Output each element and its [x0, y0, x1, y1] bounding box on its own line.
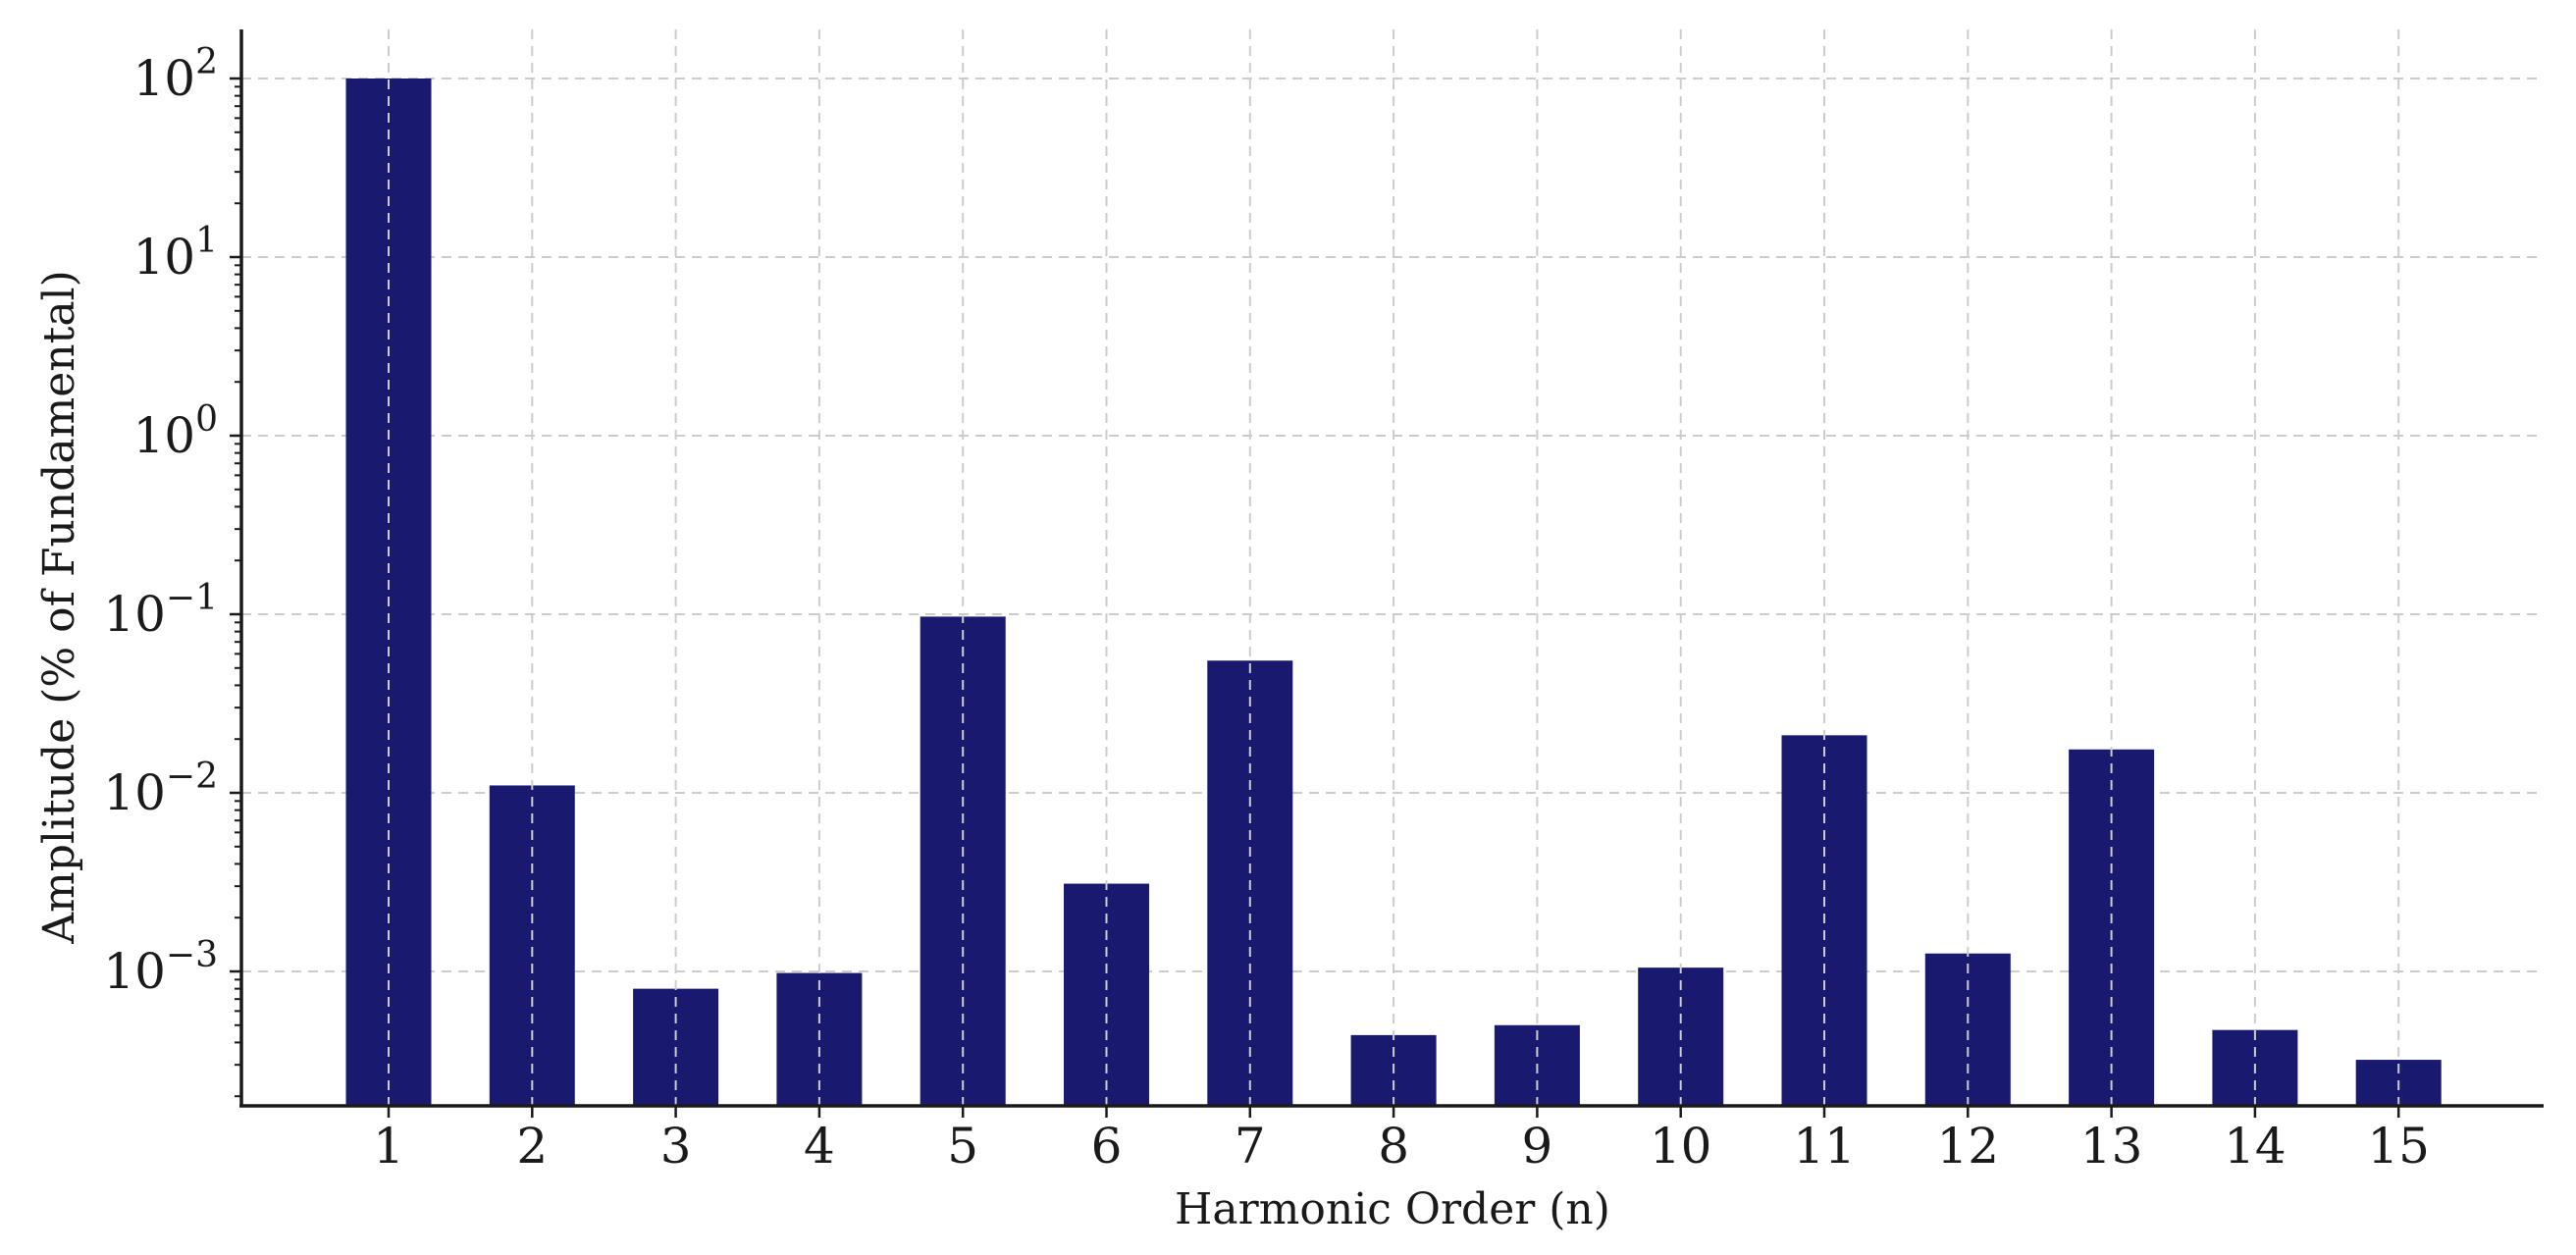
- y-tick-label: 100: [132, 399, 218, 464]
- axes: [230, 29, 2544, 1118]
- y-tick-label: 10−1: [103, 578, 218, 643]
- x-tick-label: 4: [804, 1118, 835, 1175]
- bar-13: [2069, 749, 2155, 1106]
- x-tick-label: 15: [2367, 1118, 2430, 1175]
- x-tick-label: 7: [1235, 1118, 1266, 1175]
- x-tick-label: 8: [1378, 1118, 1409, 1175]
- x-tick-label: 13: [2080, 1118, 2143, 1175]
- x-tick-label: 14: [2224, 1118, 2287, 1175]
- x-tick-label: 3: [660, 1118, 692, 1175]
- x-tick-label: 2: [516, 1118, 548, 1175]
- x-tick-label: 10: [1650, 1118, 1712, 1175]
- x-tick-label: 9: [1521, 1118, 1552, 1175]
- y-tick-label: 10−3: [103, 935, 218, 1000]
- y-tick-label: 102: [132, 42, 218, 107]
- x-grid: [388, 29, 2400, 1106]
- x-tick-label: 5: [947, 1118, 978, 1175]
- x-axis-title: Harmonic Order (n): [1175, 1184, 1610, 1234]
- x-tick-label: 6: [1091, 1118, 1123, 1175]
- y-tick-label: 10−2: [103, 757, 218, 821]
- x-tick-label: 12: [1936, 1118, 1999, 1175]
- x-tick-label: 11: [1793, 1118, 1856, 1175]
- grid: [241, 78, 2544, 972]
- y-axis-title: Amplitude (% of Fundamental): [34, 270, 84, 945]
- x-tick-label: 1: [373, 1118, 404, 1175]
- y-tick-label: 101: [132, 221, 218, 286]
